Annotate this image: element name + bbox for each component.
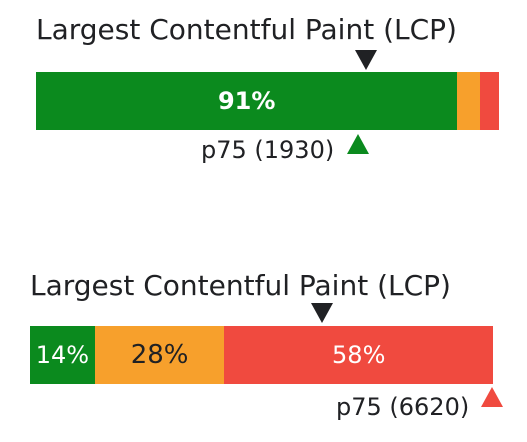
p75-marker-icon (481, 387, 503, 407)
threshold-marker-icon (355, 50, 377, 70)
p75-label: p75 (6620) (336, 393, 470, 421)
poor-segment (480, 72, 499, 130)
good-percent-label: 14% (35, 341, 90, 369)
p75-marker-icon (347, 134, 369, 154)
distribution-bar: 91% (36, 72, 499, 130)
needs-improvement-segment (457, 72, 481, 130)
lcp-distribution-widget-1: Largest Contentful Paint (LCP) 91% p75 (… (36, 13, 499, 164)
threshold-marker-icon (311, 303, 333, 323)
distribution-bar: 14% 28% 58% (30, 326, 493, 384)
poor-segment: 58% (224, 326, 493, 384)
good-segment: 91% (36, 72, 458, 130)
p75-label: p75 (1930) (201, 136, 335, 164)
good-segment: 14% (30, 326, 95, 384)
needs-improvement-segment: 28% (94, 326, 225, 384)
lcp-distribution-widget-2: Largest Contentful Paint (LCP) 14% 28% 5… (0, 221, 527, 442)
poor-percent-label: 58% (332, 341, 386, 369)
needs-improvement-percent-label: 28% (130, 340, 189, 370)
good-percent-label: 91% (217, 87, 276, 115)
metric-title: Largest Contentful Paint (LCP) (30, 269, 451, 302)
metric-title: Largest Contentful Paint (LCP) (36, 13, 457, 46)
